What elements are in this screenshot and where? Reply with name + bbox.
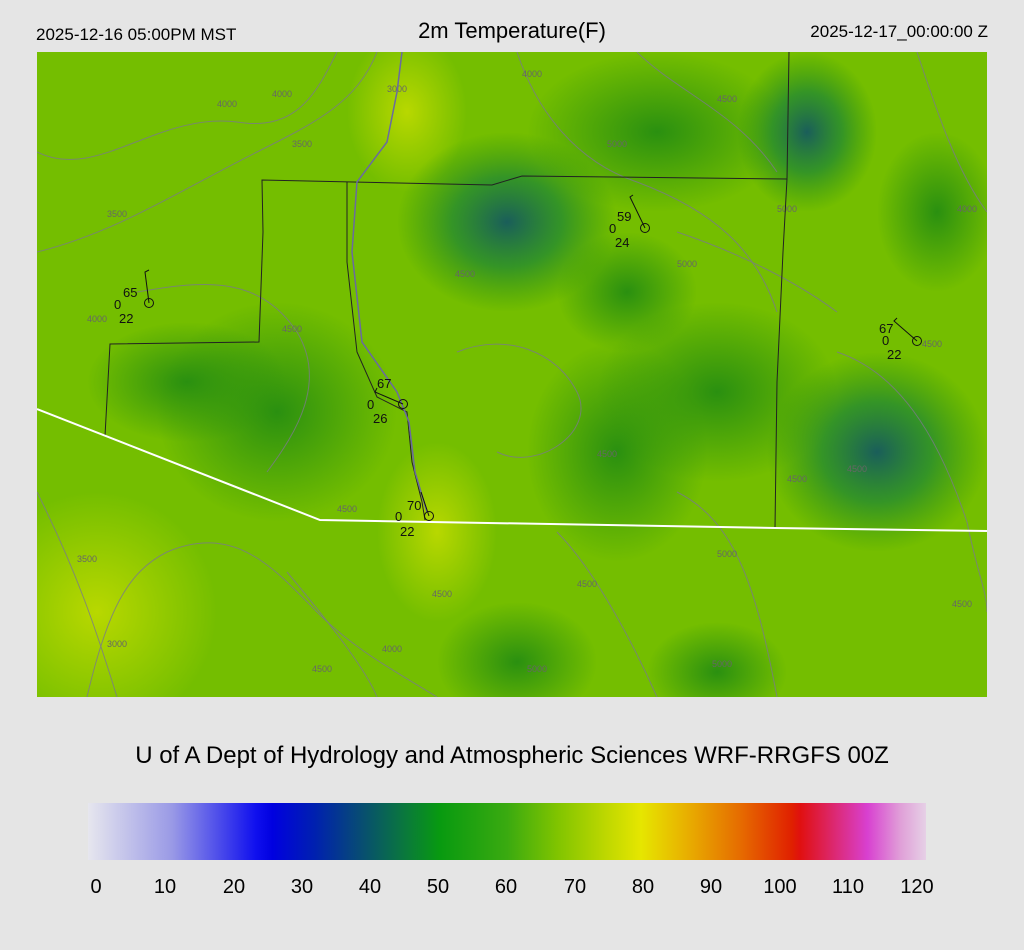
colorbar-tick: 70 [563, 876, 587, 898]
svg-text:0: 0 [882, 333, 889, 348]
svg-text:4000: 4000 [382, 644, 402, 654]
colorbar-tick: 100 [763, 876, 797, 898]
colorbar-tick: 90 [699, 876, 723, 898]
credit-text: U of A Dept of Hydrology and Atmospheric… [135, 742, 889, 769]
svg-text:26: 26 [373, 411, 387, 426]
station-plot[interactable]: 65 0 22 [114, 269, 154, 326]
station-plot[interactable]: 59 0 24 [609, 194, 650, 250]
svg-text:4000: 4000 [87, 314, 107, 324]
colorbar-tick: 120 [900, 876, 934, 898]
svg-text:24: 24 [615, 235, 629, 250]
county-borders [104, 52, 790, 529]
svg-text:67: 67 [879, 321, 893, 336]
colorbar-tick: 30 [290, 876, 314, 898]
state-border [37, 408, 987, 532]
svg-text:4000: 4000 [272, 89, 292, 99]
svg-text:3500: 3500 [107, 209, 127, 219]
svg-text:4500: 4500 [337, 504, 357, 514]
svg-text:5000: 5000 [717, 549, 737, 559]
svg-text:4000: 4000 [522, 69, 542, 79]
svg-text:65: 65 [123, 285, 137, 300]
svg-text:5000: 5000 [607, 139, 627, 149]
utc-time: 2025-12-17_00:00:00 Z [810, 22, 988, 41]
svg-text:3500: 3500 [77, 554, 97, 564]
svg-text:3000: 3000 [107, 639, 127, 649]
svg-text:22: 22 [119, 311, 133, 326]
svg-text:4000: 4000 [217, 99, 237, 109]
svg-text:4500: 4500 [717, 94, 737, 104]
elevation-contours [37, 52, 987, 697]
svg-text:4500: 4500 [312, 664, 332, 674]
svg-text:4500: 4500 [432, 589, 452, 599]
highway [351, 52, 428, 513]
svg-text:0: 0 [395, 509, 402, 524]
svg-text:3500: 3500 [292, 139, 312, 149]
colorbar [88, 803, 926, 860]
colorbar-tick: 60 [494, 876, 518, 898]
colorbar-tick: 110 [832, 876, 864, 898]
svg-text:22: 22 [400, 524, 414, 539]
svg-text:4500: 4500 [455, 269, 475, 279]
svg-text:67: 67 [377, 376, 391, 391]
svg-text:4500: 4500 [597, 449, 617, 459]
station-plots: 65 0 22 59 0 24 67 0 22 67 0 26 70 0 22 [114, 194, 922, 539]
svg-text:4500: 4500 [952, 599, 972, 609]
svg-text:0: 0 [367, 397, 374, 412]
svg-text:4500: 4500 [787, 474, 807, 484]
svg-text:5000: 5000 [777, 204, 797, 214]
station-plot[interactable]: 67 0 26 [367, 376, 408, 426]
temperature-shading [37, 52, 987, 697]
svg-text:0: 0 [114, 297, 121, 312]
svg-text:5000: 5000 [527, 664, 547, 674]
svg-text:0: 0 [609, 221, 616, 236]
colorbar-tick: 80 [631, 876, 655, 898]
svg-text:5000: 5000 [712, 659, 732, 669]
colorbar-tick: 50 [426, 876, 450, 898]
station-plot[interactable]: 67 0 22 [879, 317, 922, 362]
colorbar-tick: 10 [153, 876, 177, 898]
map-title: 2m Temperature(F) [418, 18, 606, 43]
colorbar-tick: 20 [222, 876, 246, 898]
local-time: 2025-12-16 05:00PM MST [36, 25, 237, 44]
colorbar-tick: 40 [358, 876, 382, 898]
svg-text:4500: 4500 [847, 464, 867, 474]
svg-text:4500: 4500 [282, 324, 302, 334]
svg-text:22: 22 [887, 347, 901, 362]
svg-text:4000: 4000 [957, 204, 977, 214]
station-plot[interactable]: 70 0 22 [395, 491, 434, 539]
svg-text:5000: 5000 [677, 259, 697, 269]
svg-text:4500: 4500 [577, 579, 597, 589]
svg-text:59: 59 [617, 209, 631, 224]
colorbar-tick: 0 [90, 876, 102, 898]
svg-text:70: 70 [407, 498, 421, 513]
temperature-map: 4000 4000 3000 3500 3500 4500 4000 4500 … [37, 52, 987, 697]
svg-text:4500: 4500 [922, 339, 942, 349]
